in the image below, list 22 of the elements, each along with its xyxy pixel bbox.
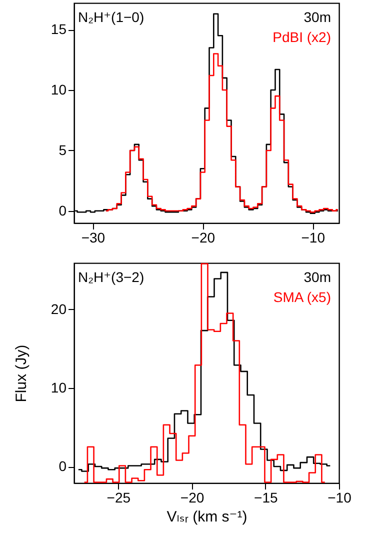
y-tick-label: 0 (58, 458, 67, 474)
y-tick-label: 20 (50, 300, 67, 317)
text: PdBI (x2) (272, 29, 331, 45)
y-tick-label: 15 (50, 21, 67, 38)
y-tick-label: 5 (58, 142, 67, 158)
y-tick-label: 10 (50, 82, 67, 98)
x-tick-label: −20 (191, 230, 216, 246)
x-tick-label: −10 (328, 490, 352, 506)
text: SMA (x5) (273, 289, 331, 305)
x-tick-label: −25 (106, 490, 131, 506)
x-tick-label: −15 (254, 490, 278, 506)
y-tick-label: 0 (58, 202, 67, 218)
x-axis-title: Vₗₛᵣ (km s⁻¹) (166, 508, 248, 526)
text: 30m (304, 269, 331, 285)
x-tick-label: −20 (180, 490, 204, 506)
y-tick-label: 10 (50, 379, 67, 396)
y-axis-title: Flux (Jy) (12, 344, 30, 402)
x-tick-label: −10 (301, 230, 326, 246)
x-tick-label: −30 (81, 230, 106, 246)
annotation: N₂H⁺(3−2) (78, 269, 144, 285)
annotation: N₂H⁺(1−0) (78, 9, 144, 25)
text: 30m (304, 9, 331, 25)
